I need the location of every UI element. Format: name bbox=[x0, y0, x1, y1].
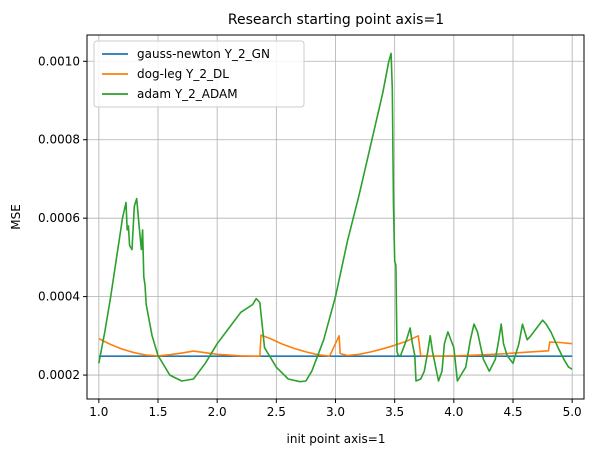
series-line-2 bbox=[98, 334, 573, 358]
x-tick-label: 5.0 bbox=[563, 405, 582, 419]
y-tick-label: 0.0008 bbox=[38, 133, 80, 147]
legend-box bbox=[93, 40, 305, 108]
x-axis-label: init point axis=1 bbox=[287, 432, 386, 446]
y-tick-label: 0.0010 bbox=[38, 54, 80, 68]
axis-ticks: 1.0 1.5 2.0 2.5 3.0 3.5 4.0 4.5 5.0 0.0002 0.0004 0… bbox=[38, 54, 582, 419]
x-tick-label: 3.0 bbox=[326, 405, 345, 419]
series-line-3 bbox=[98, 52, 573, 383]
x-tick-label: 2.0 bbox=[208, 405, 227, 419]
x-tick-label: 4.5 bbox=[503, 405, 522, 419]
x-tick-label: 3.5 bbox=[385, 405, 404, 419]
y-tick-label: 0.0004 bbox=[38, 290, 80, 304]
y-axis-label: MSE bbox=[9, 204, 23, 230]
series-lines bbox=[98, 52, 573, 383]
x-tick-label: 2.5 bbox=[267, 405, 286, 419]
chart-title: Research starting point axis=1 bbox=[228, 12, 444, 28]
y-tick-label: 0.0002 bbox=[38, 368, 80, 382]
y-tick-label: 0.0006 bbox=[38, 211, 80, 225]
x-tick-label: 4.0 bbox=[444, 405, 463, 419]
legend-label: adam Y_2_ADAM bbox=[137, 87, 238, 101]
legend-label: gauss-newton Y_2_GN bbox=[137, 47, 270, 61]
x-tick-label: 1.5 bbox=[148, 405, 167, 419]
legend-label: dog-leg Y_2_DL bbox=[137, 67, 229, 81]
x-tick-label: 1.0 bbox=[89, 405, 108, 419]
